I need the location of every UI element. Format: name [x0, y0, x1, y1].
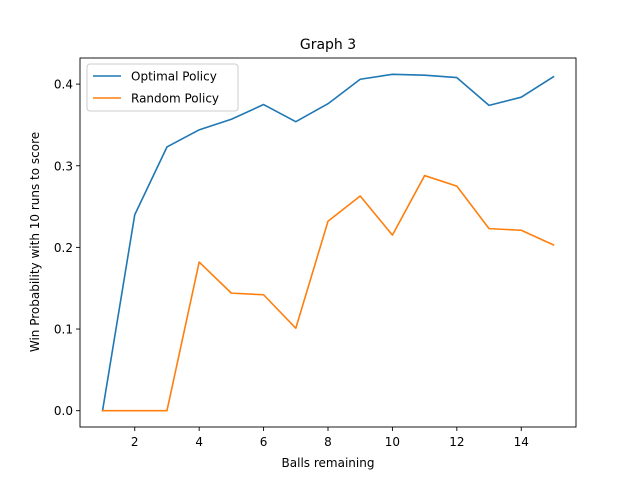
chart-title: Graph 3	[300, 37, 356, 53]
x-axis-label: Balls remaining	[282, 456, 375, 470]
axes: 2 4 6 8 10 12 14 0.0 0.1 0.2 0.3 0.4	[54, 57, 577, 449]
series-line-1	[101, 174, 555, 412]
y-tick-label-2: 0.2	[54, 241, 73, 255]
x-tick-label-5: 12	[449, 435, 464, 449]
plot-area	[101, 73, 555, 412]
legend-label-0: Optimal Policy	[131, 70, 217, 84]
y-tick-label-4: 0.4	[54, 78, 73, 92]
legend-box	[86, 63, 239, 112]
x-tick-label-2: 6	[260, 435, 268, 449]
x-tick-label-1: 4	[195, 435, 203, 449]
series-line-0	[101, 73, 555, 412]
x-tick-label-6: 14	[514, 435, 529, 449]
legend-label-1: Random Policy	[131, 92, 219, 106]
legend: Optimal Policy Random Policy	[86, 63, 239, 112]
y-tick-label-1: 0.1	[54, 323, 73, 337]
y-tick-label-0: 0.0	[54, 404, 73, 418]
x-tick-label-3: 8	[324, 435, 332, 449]
x-tick-label-4: 10	[385, 435, 400, 449]
y-axis-label: Win Probability with 10 runs to score	[28, 132, 42, 352]
x-tick-label-0: 2	[131, 435, 139, 449]
y-tick-label-3: 0.3	[54, 159, 73, 173]
